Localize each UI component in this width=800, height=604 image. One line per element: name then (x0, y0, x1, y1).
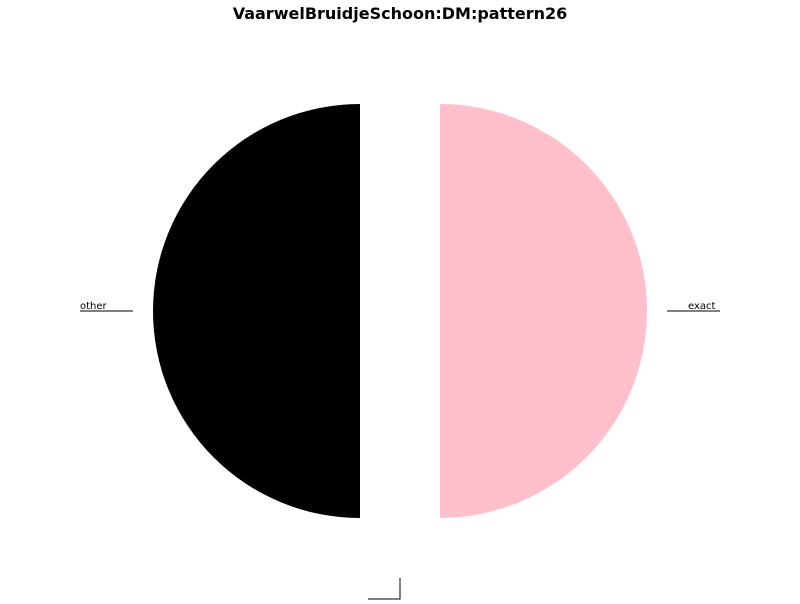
pie-slice-other (153, 104, 360, 518)
pie-slices (153, 104, 647, 518)
slice-label-exact: exact (688, 301, 716, 312)
chart-title: VaarwelBruidjeSchoon:DM:pattern26 (233, 4, 568, 23)
slice-label-other: other (80, 301, 108, 312)
pie-labels: other exact (80, 301, 720, 600)
leader-line-unlabeled (368, 578, 401, 600)
pie-slice-exact (440, 104, 647, 518)
